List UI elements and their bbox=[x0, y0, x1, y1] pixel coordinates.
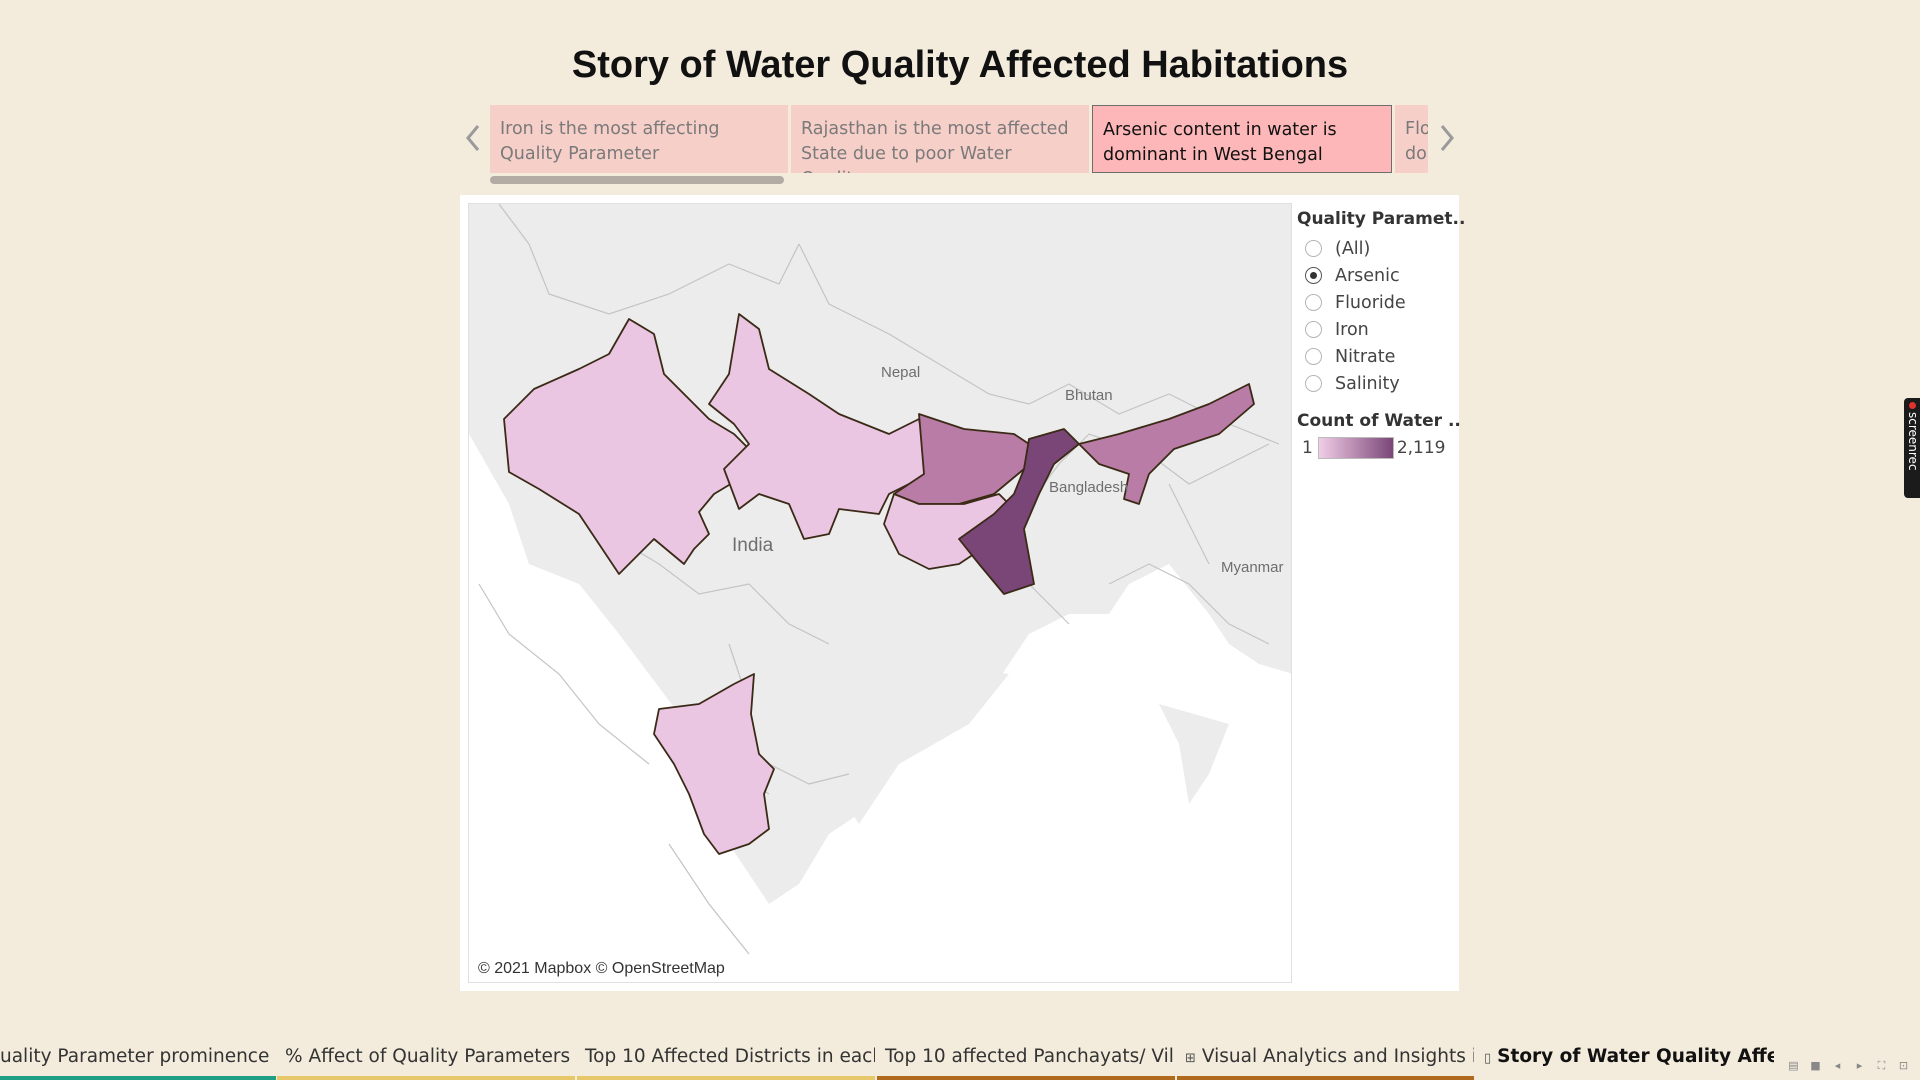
label-myanmar: Myanmar bbox=[1221, 559, 1284, 576]
filter-title: Quality Paramet.. bbox=[1297, 209, 1466, 229]
sheet-tab-2[interactable]: % Affect of Quality Parameters i... bbox=[277, 1038, 575, 1080]
sheet-tab-1[interactable]: uality Parameter prominence ... bbox=[0, 1038, 276, 1080]
radio-icon[interactable] bbox=[1305, 294, 1322, 311]
region-bihar bbox=[893, 413, 1030, 505]
presentation-icon[interactable]: ⊡ bbox=[1898, 1059, 1909, 1072]
tab-underline bbox=[877, 1076, 1175, 1080]
radio-icon[interactable] bbox=[1305, 240, 1322, 257]
filter-option-fluoride[interactable]: Fluoride bbox=[1297, 289, 1453, 316]
sheet-tab-bar: uality Parameter prominence ... % Affect… bbox=[0, 1038, 1920, 1080]
tab-underline bbox=[277, 1076, 575, 1080]
story-points-scrollbar[interactable] bbox=[490, 176, 784, 184]
radio-icon[interactable] bbox=[1305, 321, 1322, 338]
region-west-bengal bbox=[958, 428, 1080, 595]
story-points-strip: Iron is the most affecting Quality Param… bbox=[490, 105, 1428, 173]
view-controls: ▤ ■ ◂ ▸ ⛶ ⊡ bbox=[1787, 1060, 1910, 1072]
label-bhutan: Bhutan bbox=[1065, 387, 1113, 404]
radio-icon[interactable] bbox=[1305, 375, 1322, 392]
label-india: India bbox=[732, 535, 774, 556]
tab-underline bbox=[0, 1076, 276, 1080]
story-point-4[interactable]: Flo dor bbox=[1395, 105, 1428, 173]
next-sheet-icon[interactable]: ▸ bbox=[1856, 1059, 1863, 1072]
filter-option-iron[interactable]: Iron bbox=[1297, 316, 1453, 343]
record-dot-icon bbox=[1909, 402, 1916, 409]
sheet-tab-4[interactable]: Top 10 affected Panchayats/ Vill... bbox=[877, 1038, 1175, 1080]
tab-underline bbox=[1177, 1076, 1474, 1080]
story-title: Story of Water Quality Affected Habitati… bbox=[571, 44, 1349, 86]
dashboard-panel: Nepal Bhutan Bangladesh India Myanmar © … bbox=[460, 195, 1466, 991]
region-karnataka bbox=[653, 673, 775, 855]
previous-arrow-icon[interactable] bbox=[460, 120, 486, 156]
sheet-tab-6[interactable]: ▯Story of Water Quality Affec... bbox=[1476, 1038, 1774, 1080]
dashboard-icon: ⊞ bbox=[1185, 1051, 1196, 1066]
screenrec-badge[interactable]: screenrec bbox=[1904, 398, 1920, 498]
color-legend-title: Count of Water .. bbox=[1297, 411, 1461, 431]
previous-sheet-icon[interactable]: ◂ bbox=[1834, 1059, 1841, 1072]
color-legend-min: 1 bbox=[1302, 438, 1313, 458]
filter-option-arsenic[interactable]: Arsenic bbox=[1297, 262, 1453, 289]
radio-checked-icon[interactable] bbox=[1305, 267, 1322, 284]
filter-option-salinity[interactable]: Salinity bbox=[1297, 370, 1453, 397]
region-rajasthan bbox=[503, 318, 750, 575]
story-point-2[interactable]: Rajasthan is the most affected State due… bbox=[791, 105, 1089, 173]
tab-underline bbox=[577, 1076, 875, 1080]
filter-option-nitrate[interactable]: Nitrate bbox=[1297, 343, 1453, 370]
filter-option-all[interactable]: (All) bbox=[1297, 235, 1453, 262]
label-nepal: Nepal bbox=[881, 364, 921, 381]
story-icon: ▯ bbox=[1484, 1051, 1492, 1066]
color-legend-max: 2,119 bbox=[1396, 438, 1446, 458]
filmstrip-view-icon[interactable]: ■ bbox=[1810, 1059, 1821, 1072]
color-legend: 1 2,119 bbox=[1297, 437, 1453, 459]
color-ramp bbox=[1317, 437, 1394, 459]
screenrec-logo: screenrec bbox=[1906, 412, 1920, 471]
radio-icon[interactable] bbox=[1305, 348, 1322, 365]
label-bangladesh: Bangladesh bbox=[1049, 479, 1129, 496]
story-point-3[interactable]: Arsenic content in water is dominant in … bbox=[1092, 105, 1392, 173]
map[interactable]: Nepal Bhutan Bangladesh India Myanmar © … bbox=[468, 203, 1292, 983]
next-arrow-icon[interactable] bbox=[1434, 120, 1460, 156]
grid-view-icon[interactable]: ▤ bbox=[1788, 1059, 1799, 1072]
story-point-1[interactable]: Iron is the most affecting Quality Param… bbox=[490, 105, 788, 173]
region-uttar-pradesh bbox=[708, 313, 930, 540]
sheet-tab-5[interactable]: ⊞ Visual Analytics and Insights i... bbox=[1177, 1038, 1474, 1080]
fullscreen-icon[interactable]: ⛶ bbox=[1877, 1059, 1886, 1072]
legend: Quality Paramet.. (All) Arsenic Fluoride… bbox=[1297, 209, 1466, 459]
tab-underline bbox=[1476, 1076, 1774, 1080]
map-attribution[interactable]: © 2021 Mapbox © OpenStreetMap bbox=[475, 960, 728, 978]
sheet-tab-3[interactable]: Top 10 Affected Districts in each... bbox=[577, 1038, 875, 1080]
region-assam bbox=[1078, 383, 1255, 505]
